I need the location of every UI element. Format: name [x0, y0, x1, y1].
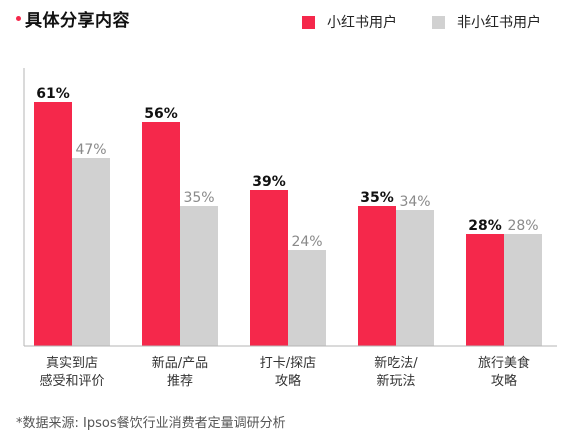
bar-non-xhs-3	[396, 210, 434, 346]
bar-xhs-1	[142, 122, 180, 346]
title-bullet-icon	[16, 16, 21, 21]
data-label-xhs-4: 28%	[468, 218, 502, 234]
chart-title: 具体分享内容	[25, 11, 130, 31]
legend-label-non-xhs: 非小红书用户	[457, 15, 541, 31]
legend-item-non-xhs: 非小红书用户	[432, 12, 541, 32]
data-label-non-xhs-4: 28%	[507, 218, 538, 234]
data-label-xhs-3: 35%	[360, 190, 394, 206]
source-note: *数据来源: Ipsos餐饮行业消费者定量调研分析	[16, 416, 286, 431]
bar-xhs-2	[250, 190, 288, 346]
bar-xhs-0	[34, 102, 72, 346]
legend-swatch-non-xhs	[432, 15, 445, 29]
legend-label-xhs: 小红书用户	[327, 15, 397, 31]
legend-swatch-xhs	[302, 15, 315, 29]
data-label-non-xhs-0: 47%	[75, 142, 106, 158]
data-label-xhs-1: 56%	[144, 106, 178, 122]
category-label-0: 真实到店感受和评价	[39, 356, 104, 389]
data-label-non-xhs-1: 35%	[183, 190, 214, 206]
bar-non-xhs-4	[504, 234, 542, 346]
bar-non-xhs-1	[180, 206, 218, 346]
data-label-non-xhs-3: 34%	[399, 194, 430, 210]
title-group: 具体分享内容	[16, 6, 130, 31]
data-label-xhs-2: 39%	[252, 174, 286, 190]
category-label-2: 打卡/探店攻略	[260, 356, 316, 389]
legend-item-xhs: 小红书用户	[302, 12, 397, 32]
bar-chart: 61% 47% 真实到店感受和评价 56% 35% 新品/产品推荐 39% 24% 打卡/探店攻…	[23, 68, 557, 389]
bar-xhs-4	[466, 234, 504, 346]
category-label-1: 新品/产品推荐	[152, 355, 208, 389]
bar-xhs-3	[358, 206, 396, 346]
category-label-4: 旅行美食攻略	[478, 355, 530, 389]
bar-non-xhs-0	[72, 158, 110, 346]
data-label-xhs-0: 61%	[36, 86, 70, 102]
bar-non-xhs-2	[288, 250, 326, 346]
data-label-non-xhs-2: 24%	[291, 234, 322, 250]
category-label-3: 新吃法/新玩法	[374, 355, 418, 389]
